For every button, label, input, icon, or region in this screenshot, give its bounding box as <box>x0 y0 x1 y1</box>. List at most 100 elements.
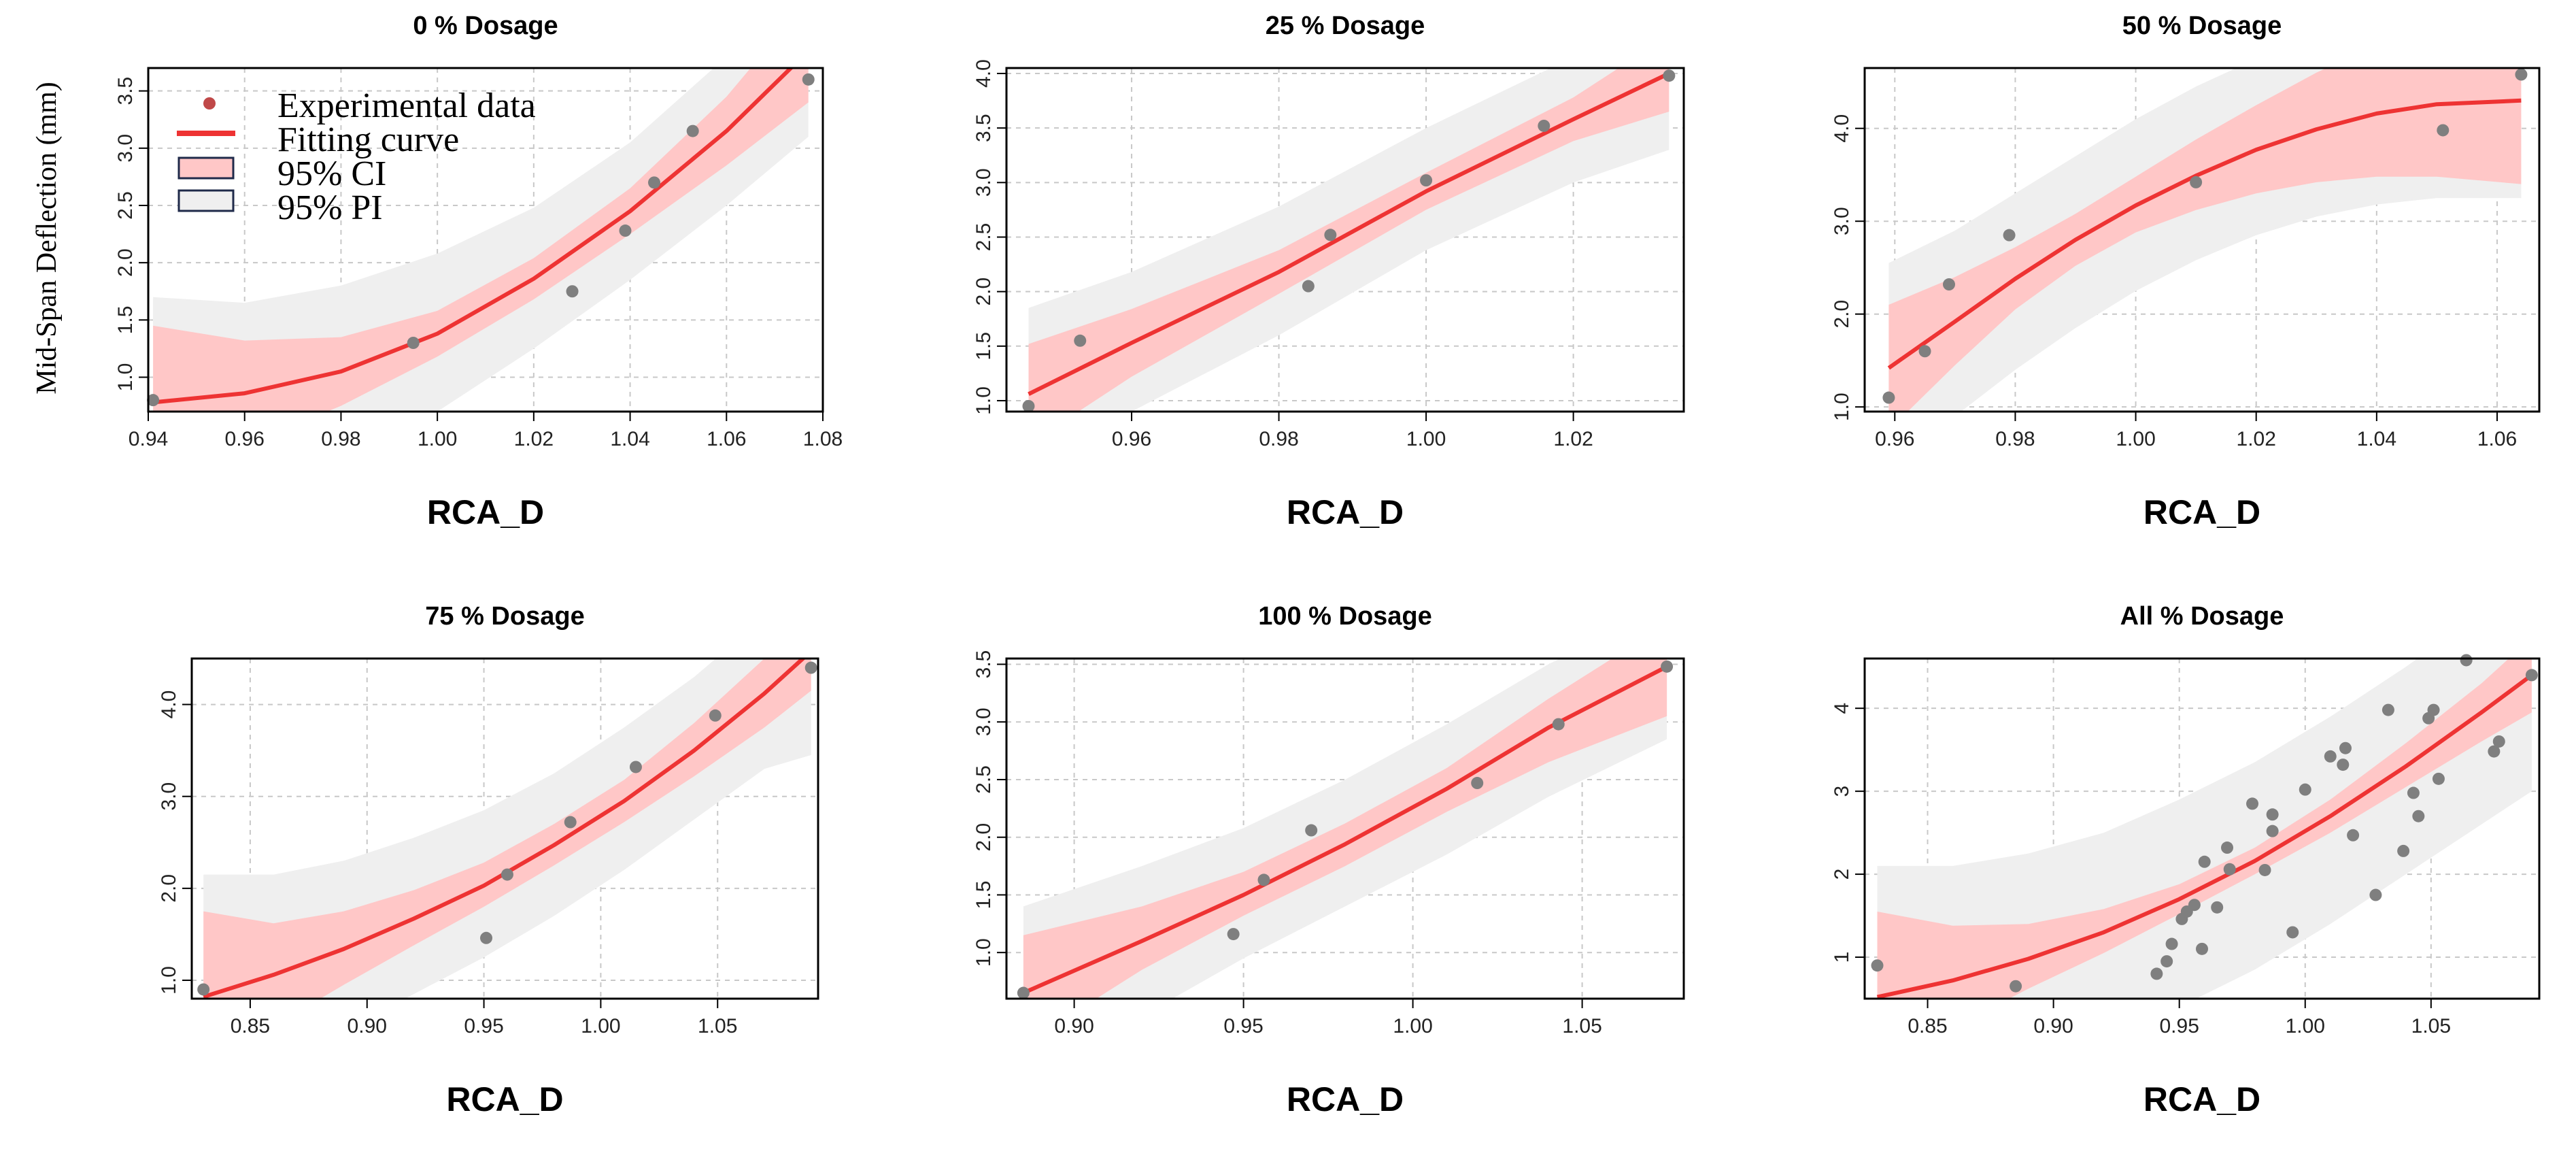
chart4-data-point <box>480 931 493 944</box>
legend-label-ci: 95% CI <box>277 154 386 193</box>
chart6-y-tick-label: 3 <box>1831 786 1853 797</box>
chart5-panel: 0.90 0.95 1.00 1.05 1.0 1.5 2.0 2.5 3.0 3.5 100 % … <box>972 602 1685 1118</box>
chart6-x-tick-label: 0.90 <box>2033 1015 2073 1037</box>
chart3-title: 50 % Dosage <box>2122 12 2282 40</box>
chart4-x-tick-label: 1.05 <box>698 1015 737 1037</box>
chart5-x-tick-label: 0.95 <box>1223 1015 1263 1037</box>
chart1-data-point <box>686 124 699 137</box>
chart6-x-tick-label: 1.00 <box>2286 1015 2325 1037</box>
chart1-y-tick-label: 3.5 <box>114 77 137 105</box>
chart4-panel: 0.85 0.90 0.95 1.00 1.05 1.0 2.0 3.0 4.0 75 % Dos… <box>158 602 819 1118</box>
chart2-y-tick-label: 3.0 <box>972 168 995 197</box>
chart6-data-point <box>2427 703 2440 716</box>
chart3-x-tick-label: 1.06 <box>2477 428 2517 450</box>
chart3-fit-curve <box>1887 98 2522 370</box>
chart1-x-tick-label: 1.04 <box>610 428 649 450</box>
chart4-x-tick-label: 0.95 <box>464 1015 503 1037</box>
chart4-y-tick-label: 2.0 <box>158 874 180 903</box>
chart6-pi-band <box>1877 659 2532 999</box>
chart6-data-point <box>2324 750 2337 763</box>
chart6-ci-band <box>1877 659 2532 999</box>
chart4-x-tick-label: 1.00 <box>581 1015 620 1037</box>
chart4-data-point <box>709 709 722 722</box>
chart1-y-tick-label: 1.0 <box>114 363 137 392</box>
chart2-data-point <box>1663 69 1676 82</box>
chart5-y-tick-label: 3.5 <box>972 650 995 679</box>
chart5-x-axis-label: RCA_D <box>1287 1080 1404 1118</box>
chart4-data-point <box>629 761 642 773</box>
chart5-fit-curve <box>1022 665 1668 995</box>
chart1-plot-area <box>152 68 809 412</box>
legend-pi-swatch <box>177 189 235 212</box>
chart6-frame <box>1863 657 2541 1000</box>
chart1-fit-curve <box>152 68 794 405</box>
chart6-data-point <box>2412 810 2425 822</box>
chart3-data-point <box>1882 391 1895 404</box>
chart5-data-point <box>1257 873 1270 886</box>
legend-label-fitting: Fitting curve <box>277 120 459 159</box>
chart5-data-point <box>1227 928 1240 941</box>
chart3-x-tick-label: 1.02 <box>2237 428 2276 450</box>
chart4-y-tick-label: 1.0 <box>158 966 180 995</box>
chart6-data-point <box>2160 955 2173 968</box>
legend-point-marker <box>203 97 216 110</box>
chart4-x-tick-label: 0.85 <box>231 1015 270 1037</box>
chart4-data-point <box>197 983 210 996</box>
chart1-data-point <box>802 73 815 86</box>
chart3-data-point <box>1918 345 1931 358</box>
chart3-x-tick-label: 0.96 <box>1875 428 1914 450</box>
chart2-data-point <box>1324 229 1337 242</box>
chart6-data-point <box>1871 959 1884 972</box>
chart2-title: 25 % Dosage <box>1266 12 1425 40</box>
chart6-data-point <box>2010 980 2022 993</box>
chart6-data-point <box>2246 797 2259 810</box>
chart6-data-point <box>2266 825 2279 837</box>
chart6-data-point <box>2188 899 2201 912</box>
chart6-data-point <box>2196 942 2208 955</box>
chart6-data-point <box>2223 863 2236 876</box>
chart5-x-tick-label: 1.05 <box>1562 1015 1601 1037</box>
chart6-data-point <box>2286 926 2299 939</box>
chart3-ci-band <box>1888 68 2522 412</box>
chart2-y-tick-label: 2.5 <box>972 223 995 252</box>
chart2-data-point <box>1420 174 1433 187</box>
chart6-x-tick-label: 1.05 <box>2411 1015 2451 1037</box>
chart4-x-axis-label: RCA_D <box>446 1080 563 1118</box>
chart2-y-tick-label: 1.5 <box>972 332 995 361</box>
chart5-x-tick-label: 1.00 <box>1393 1015 1432 1037</box>
chart1-data-point <box>566 285 579 298</box>
chart6-data-point <box>2299 783 2311 796</box>
chart5-data-point <box>1017 986 1030 999</box>
chart5-data-point <box>1661 660 1674 673</box>
chart1-pi-band <box>153 68 809 412</box>
chart6-y-tick-label: 1 <box>1831 952 1853 963</box>
chart1-x-tick-label: 1.08 <box>803 428 843 450</box>
chart6-data-point <box>2339 742 2352 754</box>
chart3-y-tick-label: 4.0 <box>1831 114 1853 143</box>
chart4-data-point <box>564 816 577 829</box>
chart2-y-tick-label: 2.0 <box>972 278 995 306</box>
chart1-panel: 0.94 0.96 0.98 1.00 1.02 1.04 1.06 1.08 1.0 1.5 2.… <box>114 12 843 531</box>
chart6-data-point <box>2165 937 2178 950</box>
chart4-y-tick-label: 3.0 <box>158 782 180 811</box>
chart4-title: 75 % Dosage <box>425 602 584 631</box>
chart1-data-point <box>407 337 420 349</box>
chart1-x-tick-label: 0.94 <box>129 428 168 450</box>
chart6-data-point <box>2150 967 2163 980</box>
chart3-data-point <box>2437 124 2450 137</box>
chart2-data-point <box>1538 119 1550 132</box>
chart5-y-tick-label: 1.0 <box>972 938 995 967</box>
chart2-data-point <box>1022 399 1035 412</box>
chart3-frame <box>1863 67 2541 413</box>
chart2-x-tick-label: 0.96 <box>1112 428 1151 450</box>
chart4-plot-area <box>203 659 811 999</box>
chart2-data-point <box>1074 334 1087 347</box>
chart5-x-tick-label: 0.90 <box>1054 1015 1094 1037</box>
chart5-y-tick-label: 2.0 <box>972 823 995 852</box>
chart1-x-tick-label: 0.98 <box>321 428 360 450</box>
chart6-x-axis-label: RCA_D <box>2143 1080 2260 1118</box>
chart3-x-tick-label: 0.98 <box>1995 428 2035 450</box>
legend-ci-swatch <box>177 156 235 180</box>
legend-label-experimental: Experimental data <box>277 86 536 125</box>
chart6-data-point <box>2488 745 2501 758</box>
